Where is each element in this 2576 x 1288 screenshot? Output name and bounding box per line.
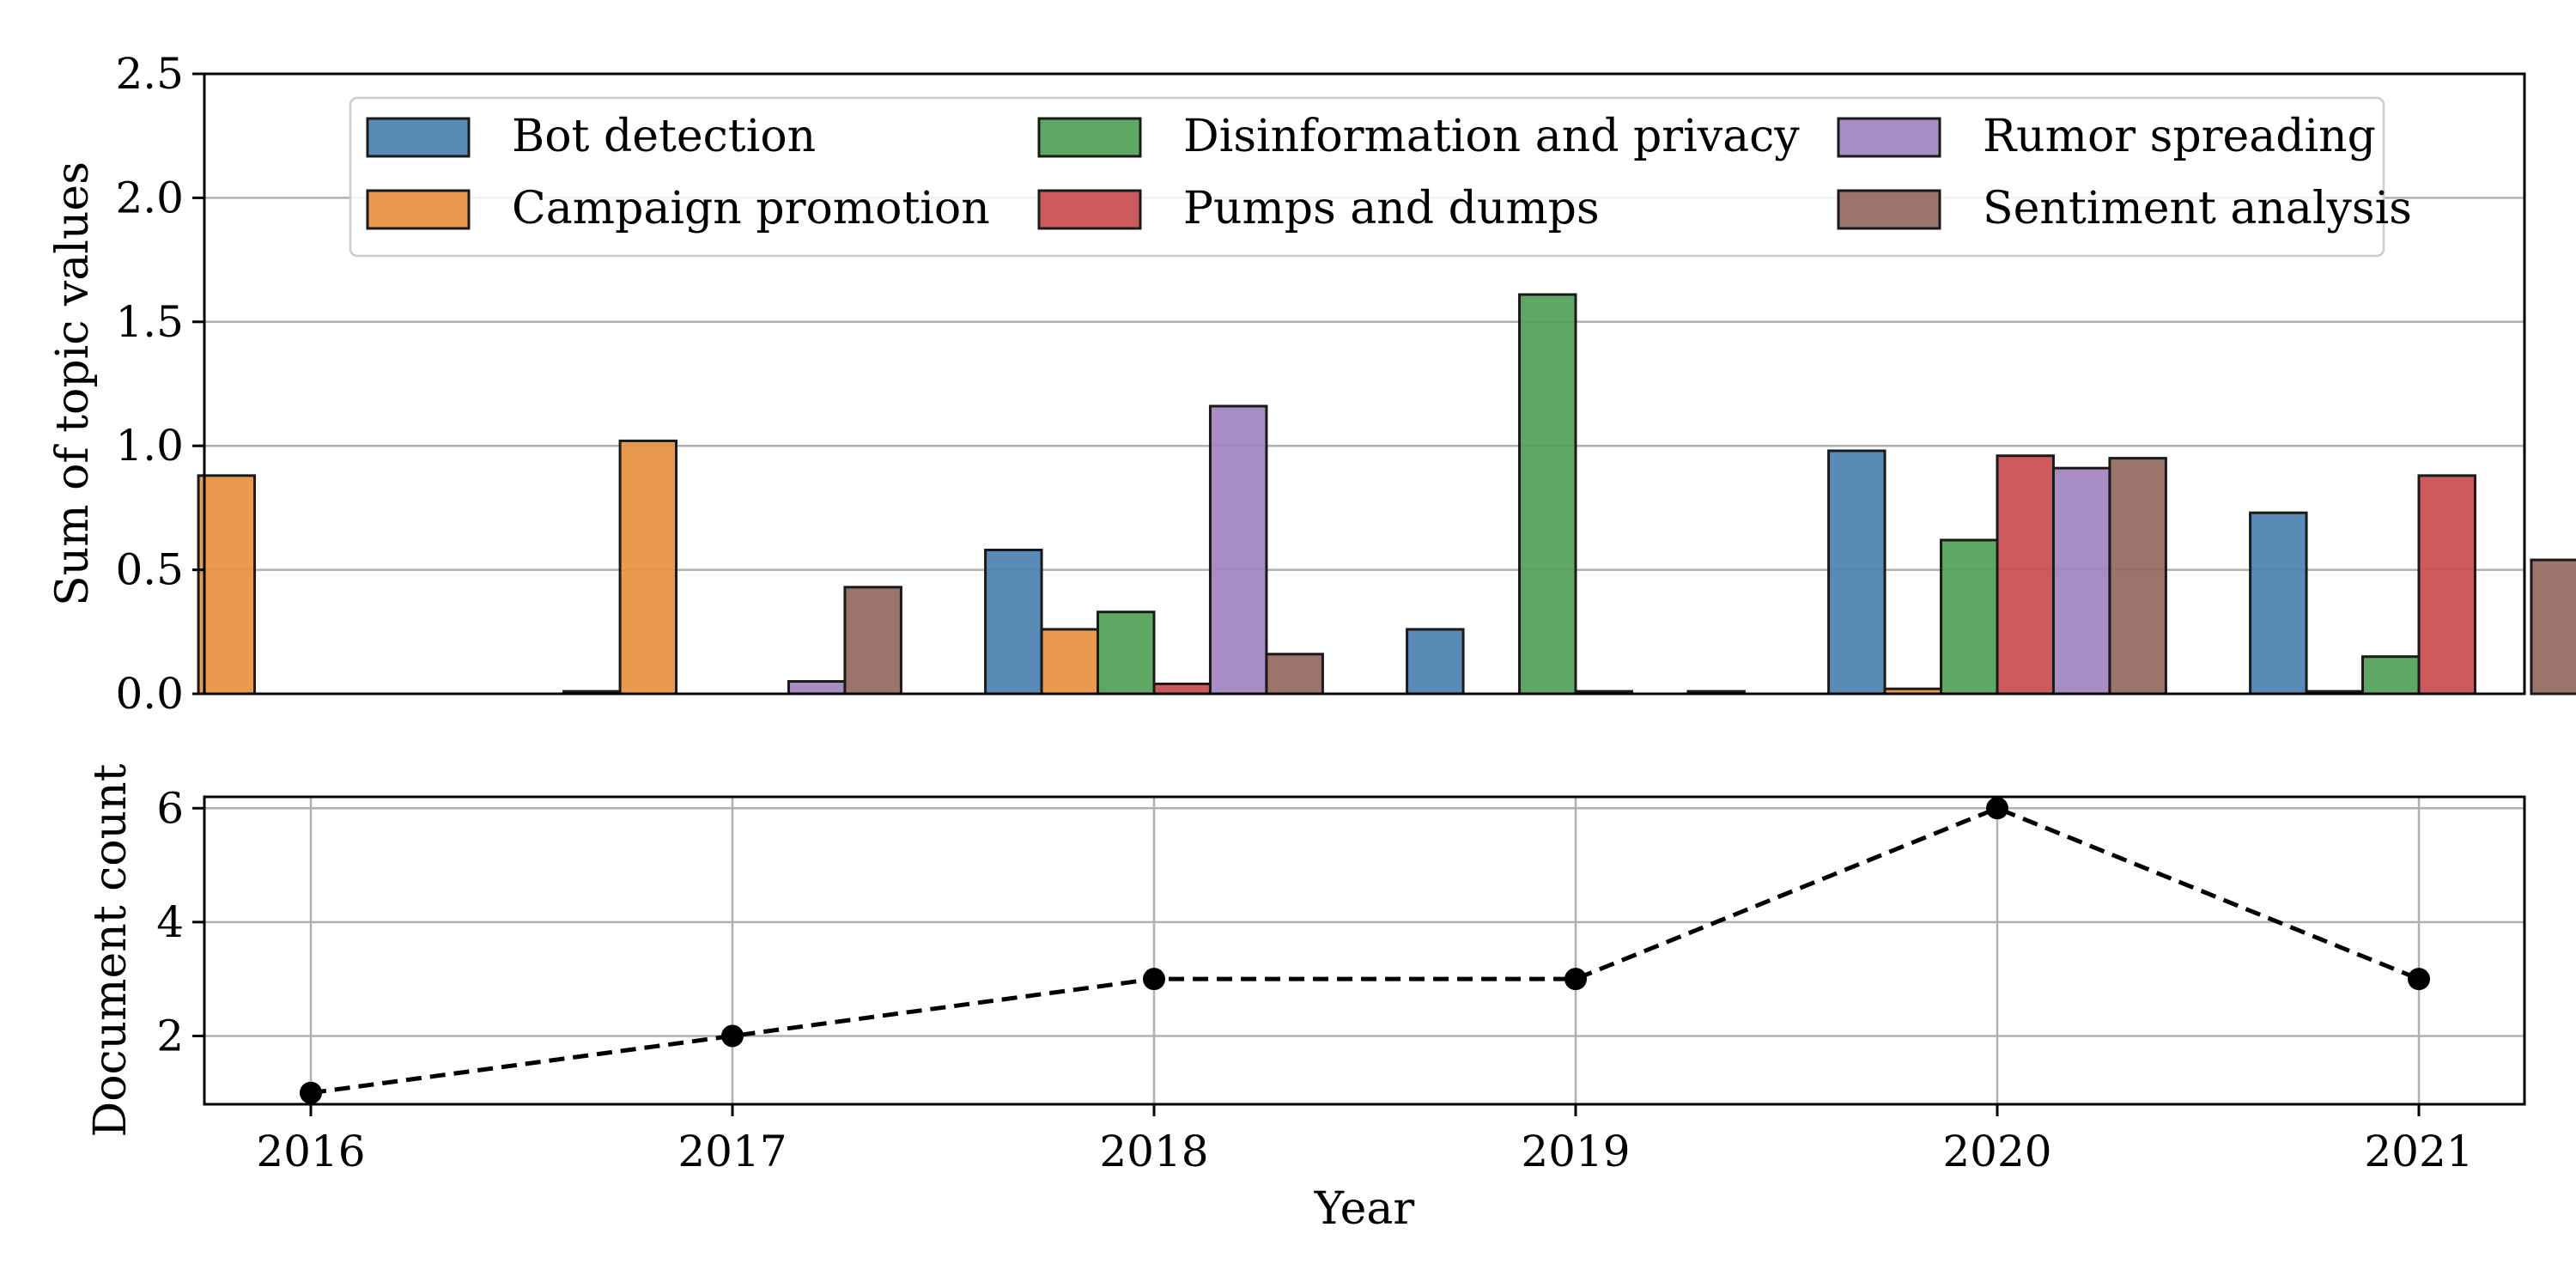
x-tick-label: 2017 <box>677 1127 787 1176</box>
top-y-tick-label: 2.0 <box>115 173 184 222</box>
x-tick-label: 2020 <box>1942 1127 2051 1176</box>
bar-bot-detection-2021 <box>2249 511 2308 696</box>
bar-campaign-promotion-2016 <box>197 474 257 696</box>
bar-disinformation-and-privacy-2019 <box>1518 293 1577 696</box>
bar-rumor-spreading-2017 <box>787 680 847 696</box>
bottom-x-ticks: 2016 2017 2018 2019 2020 2021 <box>256 1104 2474 1176</box>
top-y-axis-title: Sum of topic values <box>47 161 99 606</box>
bar-sentiment-analysis-2018 <box>1265 653 1324 696</box>
document-count-point-2016 <box>300 1081 322 1104</box>
document-count-point-2017 <box>721 1024 744 1048</box>
document-count-point-2018 <box>1143 968 1165 991</box>
legend-swatch <box>1037 189 1142 230</box>
legend-label: Bot detection <box>512 111 816 162</box>
legend-label: Campaign promotion <box>512 183 990 234</box>
bar-bot-detection-2018 <box>984 548 1043 696</box>
bottom-y-tick-label: 4 <box>156 897 184 947</box>
bar-sentiment-analysis-2020 <box>2108 457 2167 696</box>
bar-sentiment-analysis-2021 <box>2530 558 2576 696</box>
bar-campaign-promotion-2017 <box>618 439 678 696</box>
legend-label: Disinformation and privacy <box>1183 111 1800 162</box>
bottom-plot-frame <box>203 795 2526 1106</box>
bar-disinformation-and-privacy-2018 <box>1097 611 1156 696</box>
x-tick-label: 2021 <box>2364 1127 2473 1176</box>
bottom-y-tick-label: 6 <box>156 783 184 833</box>
top-plot-frame <box>203 72 2526 696</box>
x-tick-label: 2016 <box>256 1127 365 1176</box>
top-y-tick-label: 0.5 <box>115 545 184 595</box>
document-count-point-2019 <box>1564 968 1587 991</box>
bar-rumor-spreading-2020 <box>2051 466 2111 696</box>
bar-disinformation-and-privacy-2021 <box>2361 655 2421 696</box>
x-axis-title: Year <box>1314 1183 1415 1235</box>
legend-swatch <box>366 117 471 158</box>
bar-sentiment-analysis-2017 <box>843 586 902 696</box>
bottom-y-tick-label: 2 <box>156 1011 184 1060</box>
bottom-y-axis-title: Document count <box>85 763 137 1137</box>
bottom-gridlines <box>204 797 2524 1104</box>
topic-bar-chart: 0.0 0.5 1.0 1.5 2.0 2.5 Sum of topic values B… <box>47 49 2576 719</box>
bar-bot-detection-2020 <box>1827 449 1886 696</box>
document-count-points <box>300 797 2430 1104</box>
top-y-ticks: 0.0 0.5 1.0 1.5 2.0 2.5 <box>115 49 204 719</box>
legend-swatch <box>366 189 471 230</box>
document-count-point-2021 <box>2408 968 2430 991</box>
top-y-tick-label: 2.5 <box>115 49 184 99</box>
legend-swatch <box>1037 117 1142 158</box>
x-tick-label: 2019 <box>1521 1127 1630 1176</box>
legend-label: Pumps and dumps <box>1183 183 1600 234</box>
bar-bot-detection-2019 <box>1406 628 1465 696</box>
legend-swatch <box>1837 189 1941 230</box>
bar-pumps-and-dumps-2021 <box>2417 474 2476 696</box>
bar-disinformation-and-privacy-2020 <box>1940 538 1999 696</box>
top-y-tick-label: 0.0 <box>115 669 184 719</box>
legend: Bot detection Campaign promotion Disinform… <box>349 96 2412 258</box>
bar-pumps-and-dumps-2020 <box>1996 454 2055 696</box>
document-count-point-2020 <box>1986 797 2008 820</box>
legend-label: Rumor spreading <box>1983 111 2376 162</box>
bottom-y-ticks: 2 4 6 <box>156 783 204 1060</box>
document-count-chart: 2 4 6 2016 2017 2018 2019 2020 2021 Document co… <box>85 763 2526 1235</box>
legend-label: Sentiment analysis <box>1983 183 2412 234</box>
topic-bars <box>197 293 2576 696</box>
legend-swatch <box>1837 117 1941 158</box>
top-y-tick-label: 1.0 <box>115 421 184 471</box>
top-y-tick-label: 1.5 <box>115 297 184 347</box>
bar-rumor-spreading-2018 <box>1208 404 1268 696</box>
bar-campaign-promotion-2018 <box>1040 628 1100 696</box>
x-tick-label: 2018 <box>1099 1127 1208 1176</box>
document-count-line <box>310 805 2420 1096</box>
bar-pumps-and-dumps-2018 <box>1152 682 1212 696</box>
